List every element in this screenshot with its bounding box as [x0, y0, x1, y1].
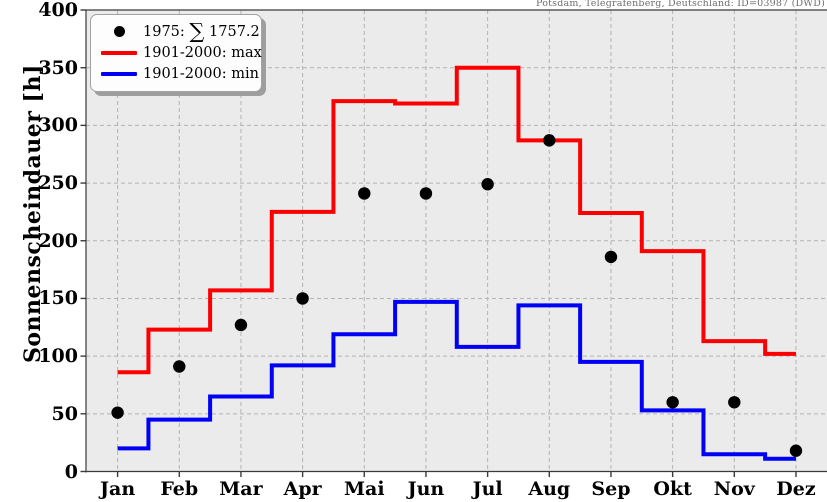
data-dot-Dez [789, 444, 803, 457]
y-tick-label-400: 400 [38, 0, 78, 21]
x-tick-label-Apr: Apr [283, 478, 322, 500]
x-tick-label-Jun: Jun [407, 478, 445, 500]
x-tick-label-Okt: Okt [653, 478, 692, 500]
x-tick-label-Mai: Mai [343, 478, 385, 500]
x-tick-label-Jul: Jul [472, 478, 503, 500]
y-tick-label-50: 50 [51, 402, 78, 425]
legend-line-marker-icon [99, 71, 139, 76]
y-tick-label-0: 0 [64, 460, 78, 483]
x-tick-label-Aug: Aug [528, 478, 571, 500]
x-tick-label-Dez: Dez [776, 478, 816, 500]
y-tick-label-350: 350 [38, 56, 78, 79]
legend-item-2: 1901-2000: min [99, 63, 259, 84]
step-line-min [117, 299, 796, 461]
legend-label: 1901-2000: max [143, 44, 262, 61]
sigma-symbol: ∑ [189, 18, 205, 43]
data-dot-Jan [111, 406, 124, 419]
y-tick-label-300: 300 [38, 114, 78, 137]
y-tick-label-150: 150 [38, 287, 78, 310]
data-dot-Feb [173, 360, 186, 373]
x-tick-label-Sep: Sep [591, 478, 631, 500]
x-tick-label-Jan: Jan [100, 478, 136, 500]
legend: 1975: ∑ 1757.2 1901-2000: max 1901-2000: m… [90, 14, 262, 92]
data-dot-Nov [728, 396, 741, 409]
y-tick-label-200: 200 [38, 229, 78, 252]
data-dot-Aug [543, 134, 556, 147]
x-tick-label-Feb: Feb [160, 478, 199, 500]
data-dot-Apr [296, 292, 309, 305]
legend-line-marker-icon [99, 50, 139, 55]
y-tick-label-100: 100 [38, 345, 78, 368]
legend-dot-marker-icon [99, 26, 139, 37]
legend-label: 1901-2000: min [143, 65, 259, 82]
data-dot-Mar [234, 318, 248, 332]
data-dot-Sep [604, 250, 618, 264]
station-annotation: Potsdam, Telegrafenberg, Deutschland: ID… [536, 0, 825, 9]
legend-item-0: 1975: ∑ 1757.2 [99, 20, 260, 42]
legend-label: 1975: ∑ 1757.2 [143, 18, 260, 43]
step-line-max [117, 65, 796, 375]
data-dot-Jun [419, 187, 433, 200]
data-dot-Mai [358, 187, 371, 200]
data-dot-Jul [481, 178, 494, 191]
x-tick-label-Nov: Nov [713, 478, 755, 500]
x-tick-label-Mar: Mar [219, 478, 263, 500]
data-dot-Okt [666, 396, 679, 409]
legend-item-1: 1901-2000: max [99, 42, 262, 63]
y-tick-label-250: 250 [38, 172, 78, 195]
